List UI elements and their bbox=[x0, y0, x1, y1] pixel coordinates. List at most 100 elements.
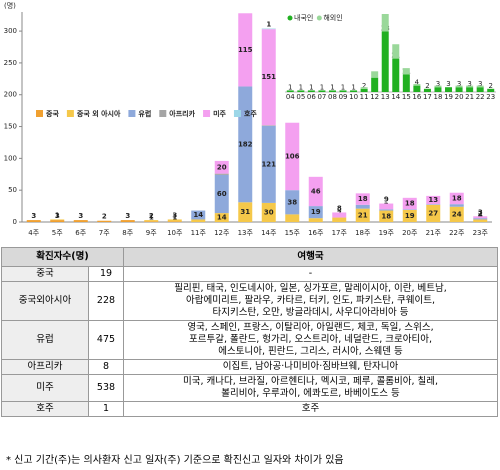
bar-segment bbox=[426, 195, 441, 205]
inset-bar bbox=[318, 90, 326, 92]
bar-segment bbox=[167, 219, 182, 222]
legend-swatch bbox=[203, 110, 211, 117]
inset-data-label: 1 bbox=[341, 83, 345, 91]
inset-bar bbox=[402, 68, 410, 75]
count-cell: 475 bbox=[88, 320, 124, 360]
inset-bar bbox=[423, 88, 431, 92]
inset-bar bbox=[434, 87, 442, 92]
countries-cell: - bbox=[123, 266, 498, 282]
data-label: 21 bbox=[358, 211, 368, 219]
x-tick-label: 20주 bbox=[402, 229, 418, 237]
bar-segment bbox=[50, 219, 65, 221]
inset-x-label: 21 bbox=[465, 93, 474, 101]
inset-x-label: 14 bbox=[391, 93, 400, 101]
bar-segment bbox=[261, 125, 276, 203]
countries-cell: 이집트, 남아공·나미비아·짐바브웨, 탄자니아 bbox=[123, 359, 498, 375]
inset-bar bbox=[413, 84, 421, 86]
inset-data-label: 3 bbox=[457, 80, 461, 88]
inset-data-label: 1 bbox=[320, 83, 324, 91]
data-label: 38 bbox=[287, 198, 297, 206]
bar-segment bbox=[97, 220, 112, 222]
legend-swatch bbox=[159, 110, 167, 117]
inset-bar bbox=[286, 90, 294, 92]
bar-segment bbox=[473, 218, 488, 220]
bar-segment bbox=[214, 213, 229, 222]
bar-segment bbox=[285, 190, 300, 215]
y-tick-label: 250 bbox=[4, 59, 17, 67]
y-tick-label: 300 bbox=[4, 27, 17, 35]
legend-label: 미주 bbox=[213, 109, 226, 118]
x-tick-label: 7주 bbox=[99, 229, 110, 237]
countries-line: - bbox=[308, 268, 313, 279]
bar-segment bbox=[285, 214, 300, 222]
inset-bar bbox=[466, 85, 474, 88]
x-tick-label: 18주 bbox=[355, 229, 371, 237]
y-tick-label: 100 bbox=[4, 154, 17, 162]
inset-x-label: 13 bbox=[381, 93, 390, 101]
x-tick-label: 6주 bbox=[75, 229, 86, 237]
inset-bar bbox=[371, 77, 379, 92]
bar-segment bbox=[285, 122, 300, 191]
countries-line: 에스토니아, 핀란드, 그리스, 러시아, 스웨덴 등 bbox=[218, 346, 403, 357]
y-tick-label: 200 bbox=[4, 91, 17, 99]
inset-x-label: 08 bbox=[328, 93, 337, 101]
inset-data-label: 3 bbox=[446, 80, 450, 88]
countries-line: 타지키스탄, 오만, 방글라데시, 사우디아라비아 등 bbox=[212, 307, 409, 318]
bar-segment bbox=[379, 203, 394, 210]
inset-data-label: 2 bbox=[425, 82, 429, 90]
inset-legend-label: 해외인 bbox=[323, 13, 342, 22]
bar-segment bbox=[402, 197, 417, 210]
bar-segment bbox=[167, 221, 182, 222]
inset-bar bbox=[434, 85, 442, 88]
data-label: 20 bbox=[217, 163, 227, 171]
legend-label: 호주 bbox=[244, 109, 257, 118]
inset-bar bbox=[455, 87, 463, 92]
data-label: 2 bbox=[102, 213, 107, 221]
x-tick-label: 14주 bbox=[261, 229, 277, 237]
inset-x-label: 05 bbox=[296, 93, 305, 101]
table-row: 미주 538 미국, 캐나다, 브라질, 아르헨티나, 멕시코, 페루, 콜롬비아,… bbox=[1, 374, 498, 402]
data-label: 46 bbox=[311, 187, 321, 195]
inset-x-label: 15 bbox=[402, 93, 411, 101]
bar-segment bbox=[308, 206, 323, 219]
inset-bar bbox=[360, 87, 368, 89]
data-label: 3 bbox=[78, 212, 83, 220]
legend-swatch bbox=[66, 110, 74, 117]
inset-bar bbox=[413, 85, 421, 92]
inset-data-label: 1 bbox=[309, 83, 313, 91]
x-tick-label: 17주 bbox=[332, 229, 348, 237]
countries-cell: 호주 bbox=[123, 401, 498, 417]
bar-segment bbox=[355, 204, 370, 209]
bar-segment bbox=[214, 174, 229, 214]
bar-segment bbox=[238, 13, 253, 87]
x-tick-label: 22주 bbox=[449, 229, 465, 237]
bar-segment bbox=[332, 217, 347, 222]
inset-x-label: 09 bbox=[339, 93, 348, 101]
data-label: 18 bbox=[405, 200, 415, 208]
inset-bar bbox=[381, 31, 389, 92]
countries-line: 볼리비아, 우루과이, 에콰도르, 바베이도스 등 bbox=[221, 388, 400, 399]
data-label: 8 bbox=[337, 204, 342, 212]
table-row: 유럽 475 영국, 스페인, 프랑스, 이탈리아, 아일랜드, 체코, 독일, 스… bbox=[1, 320, 498, 360]
countries-line: 미국, 캐나다, 브라질, 아르헨티나, 멕시코, 페루, 콜롬비아, 칠레, bbox=[182, 376, 439, 387]
x-tick-label: 10주 bbox=[167, 229, 183, 237]
data-label: 18 bbox=[452, 194, 462, 202]
inset-legend-dot bbox=[287, 15, 293, 21]
bar-segment bbox=[402, 209, 417, 210]
legend-swatch bbox=[233, 110, 241, 117]
bar-segment bbox=[144, 220, 159, 222]
data-label: 115 bbox=[238, 46, 253, 54]
bar-segment bbox=[26, 220, 41, 222]
count-cell: 19 bbox=[88, 266, 124, 282]
bar-segment bbox=[261, 125, 276, 126]
region-cell: 유럽 bbox=[1, 320, 89, 360]
region-cell: 아프리카 bbox=[1, 359, 89, 375]
inset-bar bbox=[487, 88, 495, 92]
inset-x-label: 23 bbox=[486, 93, 495, 101]
inset-bar bbox=[381, 14, 389, 32]
inset-x-label: 16 bbox=[412, 93, 421, 101]
data-label: 106 bbox=[285, 152, 300, 160]
x-tick-label: 13주 bbox=[238, 229, 254, 237]
bar-segment bbox=[214, 173, 229, 175]
